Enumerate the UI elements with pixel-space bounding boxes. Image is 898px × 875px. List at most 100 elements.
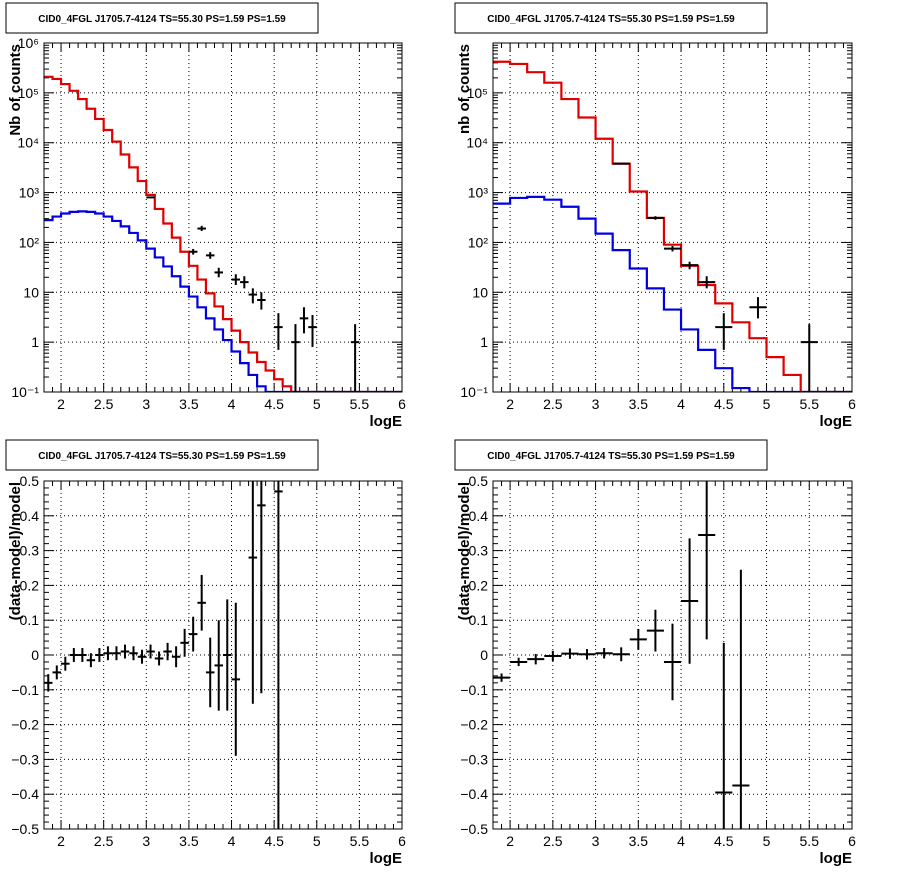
model-source-step-line: [493, 195, 852, 392]
axis-ticks: [43, 42, 403, 393]
x-tick-label: 5.5: [350, 396, 370, 412]
plot-area: [493, 60, 852, 392]
y-tick-label: 0.3: [20, 543, 40, 559]
y-tick-label: −0.2: [11, 717, 39, 733]
data-point: [44, 674, 53, 692]
data-point: [61, 656, 70, 671]
x-axis-title: logE: [820, 850, 853, 867]
x-tick-label: 3: [592, 396, 600, 412]
y-tick-label: 10³: [468, 185, 489, 201]
x-tick-label: 2.5: [94, 833, 114, 849]
y-tick-label: 1: [480, 334, 488, 350]
data-point: [578, 649, 596, 660]
data-point: [248, 481, 258, 704]
y-tick-label: 0.2: [469, 577, 489, 593]
y-tick-label: −0.1: [460, 682, 488, 698]
data-point: [52, 665, 62, 680]
data-point: [612, 647, 630, 662]
x-tick-label: 3: [142, 833, 150, 849]
x-tick-label: 5.5: [800, 833, 820, 849]
y-tick-label: 10⁻¹: [11, 384, 39, 400]
chart-panel-4: 2 2.5 3 3.5 4 4.5 5 5.5 6 −0.5 −0.4 −0.3 −0.2 −0.1 0 0.…: [454, 439, 856, 867]
data-point: [698, 481, 716, 640]
y-tick-label: 10⁻¹: [460, 384, 488, 400]
data-point: [137, 649, 147, 664]
title-box: [454, 2, 768, 34]
y-tick-label: 10⁴: [17, 135, 39, 151]
x-axis-title: logE: [820, 413, 853, 430]
data-point: [629, 628, 647, 650]
y-tick-label: 0.5: [20, 473, 40, 489]
x-tick-label: 6: [398, 396, 406, 412]
data-point: [646, 216, 664, 220]
y-tick-label: 10⁶: [18, 35, 39, 51]
x-tick-label: 4: [677, 396, 685, 412]
data-point: [698, 276, 716, 289]
y-tick-label: 10⁵: [18, 85, 39, 101]
data-point: [681, 538, 699, 664]
x-tick-label: 3.5: [179, 396, 199, 412]
x-tick-label: 5: [763, 833, 771, 849]
data-point: [171, 646, 181, 668]
chart-panel-1: 2 2.5 3 3.5 4 4.5 5 5.5 6 10⁻¹ 1 10 10² 10³ 10⁴ 10⁵ 10⁶ l…: [5, 2, 406, 430]
y-tick-label: 10: [23, 284, 39, 300]
title-box: [454, 439, 768, 471]
data-point: [681, 261, 699, 270]
data-point: [78, 648, 87, 662]
plot-area: [44, 481, 283, 829]
x-tick-label: 2: [57, 396, 65, 412]
x-tick-label: 2.5: [94, 396, 114, 412]
plot-frame: [43, 480, 403, 830]
x-tick-label: 3.5: [629, 396, 649, 412]
y-tick-label: −0.5: [460, 821, 488, 837]
x-tick-label: 4.5: [264, 396, 284, 412]
axis-ticks: [492, 480, 853, 830]
y-tick-label: 0: [480, 647, 488, 663]
title-box: [5, 439, 319, 471]
x-tick-label: 3.5: [179, 833, 199, 849]
data-point: [214, 620, 223, 711]
plot-frame: [43, 42, 403, 393]
data-point: [231, 274, 241, 286]
title-box: [5, 2, 319, 34]
data-point: [291, 324, 300, 392]
data-point: [749, 297, 767, 319]
data-point: [154, 651, 164, 666]
axis-ticks: [43, 480, 403, 830]
data-point: [715, 642, 733, 829]
x-tick-label: 6: [848, 833, 856, 849]
data-point: [612, 162, 630, 165]
x-axis-title: logE: [370, 413, 403, 430]
data-point: [86, 653, 96, 668]
x-tick-label: 4.5: [264, 833, 284, 849]
x-tick-label: 2: [57, 833, 65, 849]
y-tick-label: 10²: [468, 234, 489, 250]
x-tick-label: 2.5: [543, 833, 563, 849]
y-tick-label: 0.5: [469, 473, 489, 489]
y-tick-label: −0.2: [460, 717, 488, 733]
data-point: [527, 653, 545, 665]
chart-title: CID0_4FGL J1705.7-4124 TS=55.30 PS=1.59 …: [38, 14, 286, 25]
x-tick-label: 4.5: [714, 396, 734, 412]
y-tick-label: 0.4: [469, 508, 489, 524]
y-tick-label: 10⁵: [467, 85, 488, 101]
y-tick-label: −0.4: [11, 786, 39, 802]
data-point: [129, 646, 138, 661]
y-tick-label: 0.1: [469, 612, 489, 628]
y-axis-title: Nb of counts: [7, 44, 24, 136]
data-point: [299, 307, 309, 334]
x-tick-label: 5: [763, 396, 771, 412]
data-point: [180, 628, 189, 657]
x-tick-label: 2: [506, 396, 514, 412]
y-tick-label: 0: [31, 647, 39, 663]
y-tick-label: −0.5: [11, 821, 39, 837]
data-point: [800, 324, 818, 392]
y-tick-label: 1: [31, 334, 39, 350]
data-point: [95, 648, 104, 662]
data-point: [120, 644, 130, 659]
data-point: [214, 267, 223, 278]
data-point: [197, 225, 206, 231]
x-tick-label: 4: [228, 833, 236, 849]
data-point: [146, 644, 155, 659]
